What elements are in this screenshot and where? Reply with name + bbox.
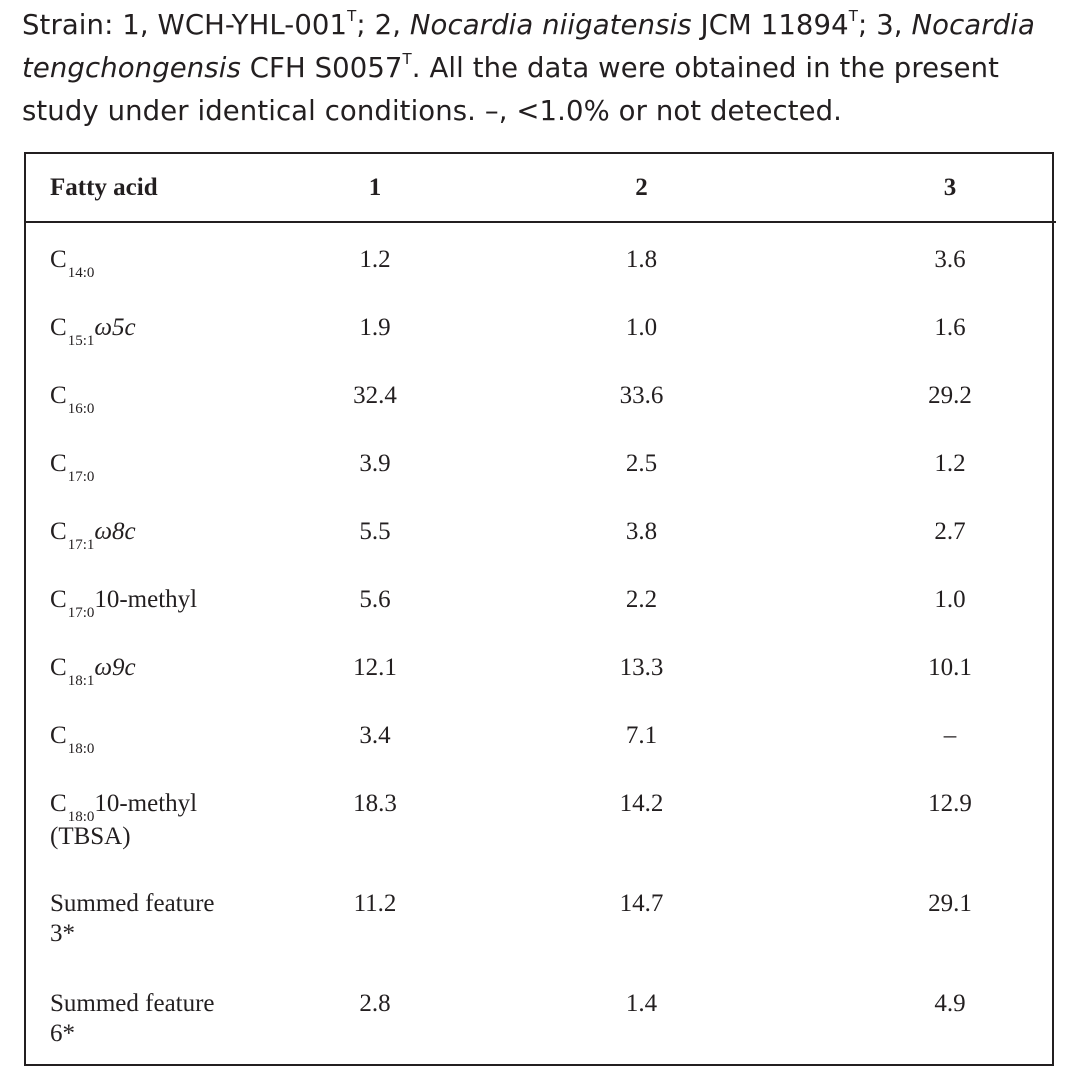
- fatty-acid-name: C18:0: [26, 699, 311, 767]
- value-strain-2: 7.1: [625, 722, 658, 749]
- value-strain-3: 2.7: [934, 518, 966, 545]
- value-strain-3: 29.2: [928, 382, 972, 409]
- acid-subscript: 17:1: [67, 537, 95, 553]
- value-strain-1: 12.1: [353, 654, 397, 681]
- acid-label-line2: 3*: [50, 920, 75, 947]
- value-strain-2: 2.5: [625, 450, 658, 477]
- acid-subscript: 17:0: [67, 469, 95, 485]
- header-fatty-acid: Fatty acid: [26, 154, 311, 223]
- value-strain-2: 3.8: [625, 518, 658, 545]
- table-row: C18:1ω9c 12.1 13.3 10.1: [26, 631, 1056, 699]
- acid-subscript: 15:1: [67, 333, 95, 349]
- value-strain-1: 3.4: [359, 722, 391, 749]
- fatty-acid-table: Fatty acid 1 2 3 C14:0 1.2 1.8 3.6 C15:1ω5c 1…: [26, 154, 1056, 1069]
- value-strain-2: 1.8: [625, 246, 658, 273]
- value-strain-3: –: [943, 722, 957, 749]
- acid-subscript: 18:1: [67, 673, 95, 689]
- acid-base: C: [50, 654, 67, 681]
- value-strain-2: 14.7: [619, 890, 664, 917]
- table-row: C18:010-methyl (TBSA) 18.3 14.2 12.9: [26, 767, 1056, 867]
- acid-base: C: [50, 246, 67, 273]
- acid-base: C: [50, 790, 67, 817]
- header-row: Fatty acid 1 2 3: [26, 154, 1056, 223]
- value-strain-3: 1.2: [934, 450, 966, 477]
- value-strain-2: 1.0: [625, 314, 658, 341]
- fatty-acid-name: C15:1ω5c: [26, 291, 311, 359]
- value-strain-1: 5.6: [359, 586, 391, 613]
- acid-label-line2: 6*: [50, 1020, 75, 1047]
- table-row: C14:0 1.2 1.8 3.6: [26, 222, 1056, 291]
- value-strain-3: 4.9: [934, 990, 966, 1017]
- acid-suffix: 10-methyl: [94, 586, 198, 613]
- fatty-acid-name: Summed feature 6*: [26, 967, 311, 1069]
- table-row: Summed feature 3* 11.2 14.7 29.1: [26, 867, 1056, 967]
- fatty-acid-name: C16:0: [26, 359, 311, 427]
- acid-label-line2: (TBSA): [50, 823, 131, 850]
- fatty-acid-name: C17:1ω8c: [26, 495, 311, 563]
- acid-suffix: ω8c: [94, 518, 136, 545]
- acid-suffix: ω9c: [94, 654, 136, 681]
- value-strain-3: 1.6: [934, 314, 966, 341]
- value-strain-3: 12.9: [928, 790, 972, 817]
- acid-base: C: [50, 722, 67, 749]
- value-strain-3: 1.0: [934, 586, 966, 613]
- acid-base: C: [50, 586, 67, 613]
- acid-base: C: [50, 314, 67, 341]
- value-strain-1: 32.4: [353, 382, 397, 409]
- value-strain-1: 1.9: [359, 314, 391, 341]
- value-strain-2: 33.6: [619, 382, 664, 409]
- table-row: C17:010-methyl 5.6 2.2 1.0: [26, 563, 1056, 631]
- header-strain-1: 1: [311, 154, 439, 223]
- acid-base: C: [50, 382, 67, 409]
- acid-suffix: 10-methyl: [94, 790, 198, 817]
- acid-suffix: ω5c: [94, 314, 136, 341]
- table-row: C17:1ω8c 5.5 3.8 2.7: [26, 495, 1056, 563]
- acid-subscript: 16:0: [67, 401, 95, 417]
- value-strain-2: 1.4: [625, 990, 658, 1017]
- value-strain-1: 1.2: [359, 246, 391, 273]
- value-strain-3: 29.1: [928, 890, 972, 917]
- value-strain-2: 13.3: [619, 654, 664, 681]
- acid-label: Summed feature: [50, 890, 215, 917]
- acid-subscript: 17:0: [67, 605, 95, 621]
- acid-subscript: 14:0: [67, 265, 95, 281]
- table-row: Summed feature 6* 2.8 1.4 4.9: [26, 967, 1056, 1069]
- value-strain-1: 5.5: [359, 518, 391, 545]
- fatty-acid-table-frame: Fatty acid 1 2 3 C14:0 1.2 1.8 3.6 C15:1ω5c 1…: [24, 152, 1056, 1069]
- value-strain-1: 2.8: [359, 990, 391, 1017]
- acid-subscript: 18:0: [67, 741, 95, 757]
- fatty-acid-name: C18:010-methyl (TBSA): [26, 767, 311, 867]
- table-caption: Strain: 1, WCH-YHL-001T; 2, Nocardia nii…: [22, 6, 1035, 127]
- table-row: C16:0 32.4 33.6 29.2: [26, 359, 1056, 427]
- value-strain-3: 3.6: [934, 246, 966, 273]
- value-strain-1: 3.9: [359, 450, 391, 477]
- value-strain-3: 10.1: [928, 654, 972, 681]
- fatty-acid-name: C17:010-methyl: [26, 563, 311, 631]
- header-strain-3: 3: [844, 154, 1056, 223]
- fatty-acid-name: Summed feature 3*: [26, 867, 311, 967]
- table-row: C15:1ω5c 1.9 1.0 1.6: [26, 291, 1056, 359]
- value-strain-2: 2.2: [625, 586, 658, 613]
- acid-subscript: 18:0: [67, 809, 95, 825]
- fatty-acid-name: C18:1ω9c: [26, 631, 311, 699]
- value-strain-1: 11.2: [353, 890, 397, 917]
- fatty-acid-name: C14:0: [26, 222, 311, 291]
- acid-base: C: [50, 450, 67, 477]
- table-body: C14:0 1.2 1.8 3.6 C15:1ω5c 1.9 1.0 1.6 C16:0 32.4…: [26, 222, 1056, 1069]
- table-row: C17:0 3.9 2.5 1.2: [26, 427, 1056, 495]
- acid-label: Summed feature: [50, 990, 215, 1017]
- value-strain-1: 18.3: [353, 790, 397, 817]
- acid-base: C: [50, 518, 67, 545]
- value-strain-2: 14.2: [619, 790, 664, 817]
- table-row: C18:0 3.4 7.1 –: [26, 699, 1056, 767]
- fatty-acid-name: C17:0: [26, 427, 311, 495]
- header-strain-2: 2: [439, 154, 844, 223]
